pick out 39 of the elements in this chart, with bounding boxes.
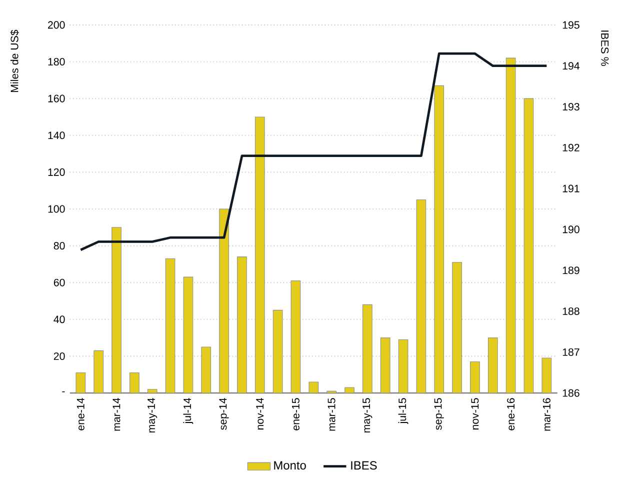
y2-tick-label: 187 xyxy=(562,348,580,356)
x-tick-label: mar-14 xyxy=(112,398,120,431)
y-tick-label: 60 xyxy=(54,278,65,286)
x-tick-label: may-15 xyxy=(362,398,372,432)
legend-label: IBES xyxy=(351,461,377,470)
legend-label: Monto xyxy=(274,461,306,470)
y2-tick-label: 194 xyxy=(562,62,580,70)
y-tick-label: - xyxy=(62,391,65,392)
x-tick-label: nov-14 xyxy=(256,398,264,430)
y-tick-label: 140 xyxy=(48,132,65,140)
x-tick-label: sep-14 xyxy=(219,398,229,430)
x-tick-label: ene-14 xyxy=(76,398,84,430)
x-tick-label: nov-15 xyxy=(471,398,479,430)
y2-tick-label: 189 xyxy=(562,266,580,274)
x-tick-label: ene-16 xyxy=(507,398,515,430)
x-tick-label: jul-15 xyxy=(398,398,408,424)
y-axis-title: Miles de US$ xyxy=(10,30,19,92)
x-tick-label: ene-15 xyxy=(292,398,300,430)
y2-axis-title: IBES % xyxy=(601,30,609,66)
x-tick-label: mar-16 xyxy=(542,398,550,431)
y-tick-label: 100 xyxy=(48,205,65,213)
y-tick-label: 180 xyxy=(48,58,65,66)
y-tick-label: 200 xyxy=(48,21,65,29)
y-tick-label: 20 xyxy=(54,352,65,360)
x-tick-label: may-14 xyxy=(148,398,158,432)
y2-tick-label: 195 xyxy=(562,21,580,29)
y-tick-label: 40 xyxy=(54,316,65,324)
y2-tick-label: 188 xyxy=(562,307,580,316)
y-tick-label: 160 xyxy=(48,94,65,102)
y2-tick-label: 191 xyxy=(562,184,580,192)
y2-tick-label: 186 xyxy=(562,389,580,397)
x-tick-label: sep-15 xyxy=(434,398,444,430)
x-tick-label: jul-14 xyxy=(183,398,194,424)
y-tick-label: 120 xyxy=(48,168,65,176)
y2-tick-label: 193 xyxy=(562,103,580,111)
x-tick-label: mar-15 xyxy=(328,398,336,431)
y-tick-label: 80 xyxy=(54,242,65,250)
y2-tick-label: 192 xyxy=(562,144,580,152)
y2-tick-label: 190 xyxy=(562,226,580,234)
